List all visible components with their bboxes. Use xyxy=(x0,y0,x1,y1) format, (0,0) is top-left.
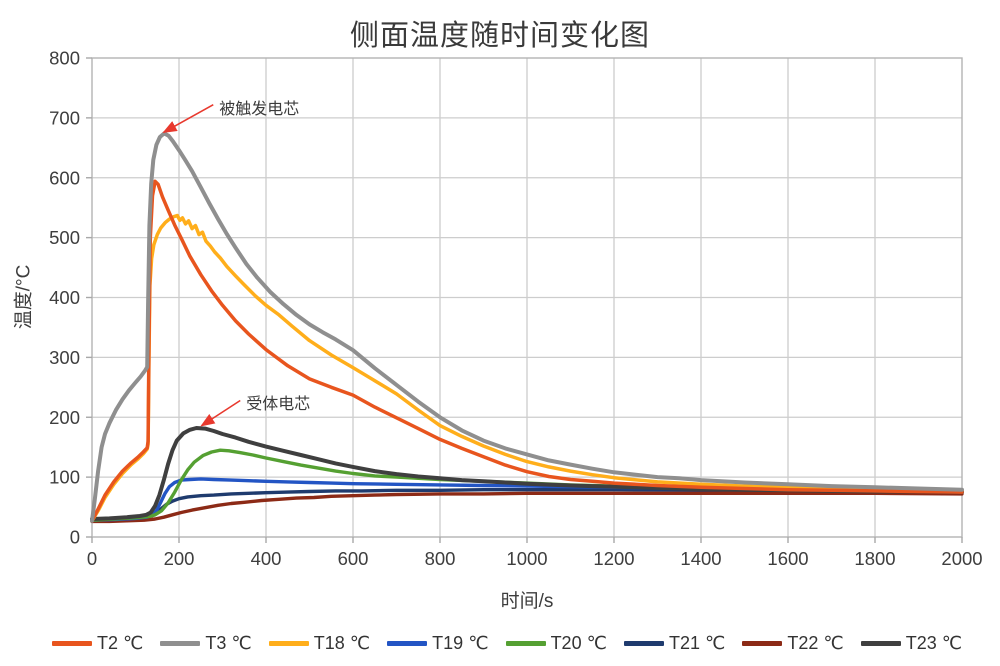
legend-item-T21: T21 ℃ xyxy=(623,632,726,654)
x-tick-label: 800 xyxy=(425,548,456,569)
y-tick-label: 800 xyxy=(49,48,80,69)
legend-label: T23 ℃ xyxy=(905,632,962,653)
y-axis-label: 温度/°C xyxy=(13,264,35,330)
legend-swatch xyxy=(52,640,92,646)
x-tick-label: 400 xyxy=(251,548,282,569)
legend-swatch xyxy=(505,640,546,646)
y-tick-label: 600 xyxy=(49,167,80,188)
legend-item-T23: T23 ℃ xyxy=(860,632,962,654)
y-tick-label: 0 xyxy=(70,527,80,548)
legend-item-T2: T2 ℃ xyxy=(52,633,143,654)
x-tick-label: 2000 xyxy=(941,548,982,569)
x-tick-label: 1600 xyxy=(767,548,808,569)
series-line-T23 xyxy=(90,426,964,521)
legend-swatch xyxy=(160,640,201,646)
annotation-triggered-cell: 被触发电芯 xyxy=(219,100,300,118)
legend-swatch xyxy=(742,640,783,646)
y-tick-label: 700 xyxy=(49,107,80,128)
legend-label: T2 ℃ xyxy=(97,632,144,653)
y-tick-label: 100 xyxy=(49,467,80,488)
chart-legend: T2 ℃ T3 ℃ T18 ℃ T19 ℃ T20 ℃ T21 ℃ T22 ℃ T23 ℃ xyxy=(52,630,962,656)
annotation-arrow xyxy=(200,399,241,427)
y-tick-label: 500 xyxy=(49,227,80,248)
y-tick-label: 400 xyxy=(49,287,80,308)
annotation-receiver-cell: 受体电芯 xyxy=(246,396,311,414)
legend-swatch xyxy=(860,640,901,646)
legend-item-T20: T20 ℃ xyxy=(505,632,607,654)
x-tick-label: 1200 xyxy=(593,548,634,569)
legend-item-T3: T3 ℃ xyxy=(160,632,252,654)
annotation-arrow xyxy=(162,104,214,134)
legend-label: T22 ℃ xyxy=(787,632,844,653)
legend-swatch xyxy=(623,640,664,646)
x-tick-label: 600 xyxy=(338,548,369,569)
y-tick-label: 200 xyxy=(49,407,80,428)
legend-label: T21 ℃ xyxy=(668,632,726,653)
x-tick-label: 1000 xyxy=(506,548,547,569)
x-axis-label: 时间/s xyxy=(500,591,554,612)
chart-title: 侧面温度随时间变化图 xyxy=(349,20,650,52)
series-line-T3 xyxy=(90,131,964,523)
legend-swatch xyxy=(268,640,309,646)
series-line-T22 xyxy=(90,491,964,524)
legend-label: T18 ℃ xyxy=(313,632,371,653)
legend-item-T18: T18 ℃ xyxy=(268,632,371,654)
legend-label: T19 ℃ xyxy=(432,632,489,653)
x-tick-label: 1400 xyxy=(680,548,721,569)
legend-swatch xyxy=(387,640,428,646)
x-tick-label: 200 xyxy=(164,548,195,569)
legend-label: T20 ℃ xyxy=(550,632,607,653)
series-line-T2 xyxy=(90,179,964,523)
legend-item-T19: T19 ℃ xyxy=(387,633,488,654)
legend-item-T22: T22 ℃ xyxy=(742,632,844,654)
legend-label: T3 ℃ xyxy=(205,632,252,653)
y-tick-label: 300 xyxy=(49,347,80,368)
x-tick-label: 0 xyxy=(87,548,97,569)
x-tick-label: 1800 xyxy=(854,548,895,569)
